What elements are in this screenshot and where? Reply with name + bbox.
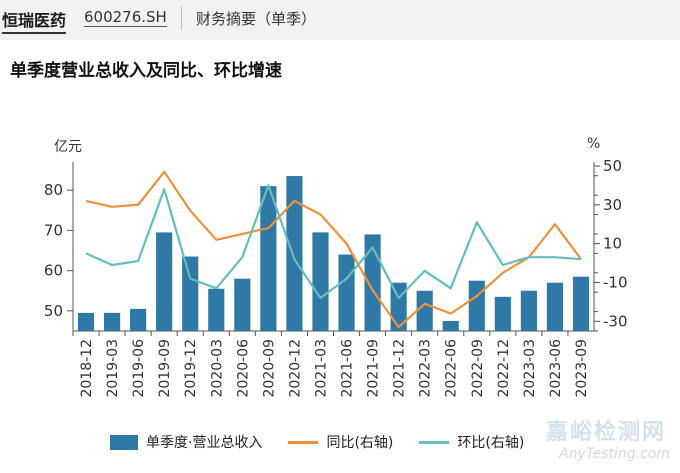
legend-item-revenue[interactable]: 单季度·营业总收入 bbox=[110, 432, 262, 452]
left-tick-label: 70 bbox=[44, 221, 63, 239]
stock-code[interactable]: 600276.SH bbox=[84, 8, 167, 27]
x-tick-label: 2019-06 bbox=[131, 339, 147, 398]
revenue-bar bbox=[77, 312, 95, 331]
x-tick-label: 2023-09 bbox=[574, 339, 590, 398]
x-tick-label: 2020-12 bbox=[287, 339, 303, 398]
x-tick-label: 2020-03 bbox=[209, 339, 225, 398]
revenue-bar bbox=[182, 256, 199, 331]
revenue-bar bbox=[103, 312, 121, 331]
left-tick-label: 50 bbox=[44, 302, 63, 320]
x-tick-label: 2019-03 bbox=[105, 339, 121, 398]
revenue-bar bbox=[546, 282, 564, 331]
revenue-bar bbox=[156, 232, 173, 331]
revenue-bar bbox=[364, 234, 381, 331]
legend-item-qoq[interactable]: 环比(右轴) bbox=[419, 432, 524, 452]
revenue-bar bbox=[130, 308, 147, 331]
right-tick-label: -30 bbox=[603, 312, 628, 330]
x-tick-label: 2018-12 bbox=[79, 339, 95, 398]
x-tick-label: 2021-06 bbox=[340, 339, 356, 398]
x-tick-label: 2022-09 bbox=[470, 339, 486, 398]
revenue-bar bbox=[390, 282, 407, 331]
revenue-bar bbox=[286, 176, 303, 331]
revenue-bar bbox=[416, 290, 433, 331]
qoq-line bbox=[85, 184, 582, 300]
right-axis-unit: % bbox=[587, 136, 601, 152]
x-tick-label: 2021-12 bbox=[392, 339, 408, 398]
chart-legend: 单季度·营业总收入 同比(右轴) 环比(右轴) bbox=[110, 431, 550, 453]
x-tick-label: 2019-09 bbox=[157, 339, 173, 398]
x-tick-label: 2022-06 bbox=[444, 339, 460, 398]
x-tick-label: 2023-06 bbox=[548, 339, 564, 398]
revenue-bar bbox=[208, 288, 225, 331]
right-tick-label: 50 bbox=[603, 157, 622, 175]
x-tick-label: 2022-12 bbox=[496, 339, 512, 398]
legend-swatch-yoy bbox=[288, 440, 319, 444]
legend-swatch-qoq bbox=[419, 440, 450, 444]
revenue-bar bbox=[520, 290, 537, 331]
revenue-bar bbox=[338, 254, 355, 331]
yoy-line bbox=[85, 170, 582, 329]
legend-swatch-bar bbox=[110, 434, 138, 450]
revenue-bar bbox=[468, 280, 485, 331]
x-tick-label: 2021-03 bbox=[313, 339, 329, 398]
legend-label-yoy: 同比(右轴) bbox=[326, 435, 394, 451]
left-tick-label: 60 bbox=[44, 262, 63, 280]
company-name[interactable]: 恒瑞医药 bbox=[2, 7, 67, 34]
x-tick-label: 2019-12 bbox=[183, 339, 199, 398]
legend-label-qoq: 环比(右轴) bbox=[457, 435, 525, 451]
revenue-bar bbox=[234, 278, 251, 331]
chart-title: 单季度营业总收入及同比、环比增速 bbox=[10, 61, 282, 81]
right-tick-label: 10 bbox=[603, 235, 622, 253]
top-bar: 恒瑞医药 600276.SH 财务摘要（单季） bbox=[0, 0, 680, 40]
revenue-bar bbox=[442, 320, 459, 331]
left-axis-unit: 亿元 bbox=[54, 139, 82, 155]
divider bbox=[181, 6, 182, 30]
x-tick-label: 2020-09 bbox=[261, 339, 277, 398]
x-tick-label: 2023-03 bbox=[522, 339, 538, 398]
watermark-url: AnyTesting.com bbox=[559, 446, 670, 462]
x-tick-label: 2020-06 bbox=[235, 339, 251, 398]
right-tick-label: 30 bbox=[603, 196, 622, 214]
legend-label-revenue: 单季度·营业总收入 bbox=[146, 435, 263, 451]
revenue-bar bbox=[572, 276, 590, 331]
section-title: 财务摘要（单季） bbox=[196, 10, 317, 28]
revenue-bar bbox=[494, 296, 511, 331]
watermark-logo: 嘉峪检测网 bbox=[545, 420, 666, 445]
left-tick-label: 80 bbox=[44, 181, 63, 199]
x-tick-label: 2022-03 bbox=[418, 339, 434, 398]
revenue-bar bbox=[312, 232, 329, 331]
revenue-bar bbox=[260, 186, 277, 331]
x-tick-label: 2021-09 bbox=[366, 339, 382, 398]
right-tick-label: -10 bbox=[603, 273, 628, 291]
legend-item-yoy[interactable]: 同比(右轴) bbox=[288, 432, 393, 452]
